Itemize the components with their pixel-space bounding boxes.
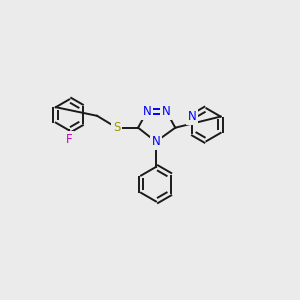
Text: N: N (188, 110, 197, 123)
Text: S: S (113, 121, 120, 134)
Text: F: F (66, 133, 73, 146)
Text: N: N (143, 105, 152, 118)
Text: N: N (152, 135, 160, 148)
Text: N: N (162, 105, 171, 118)
